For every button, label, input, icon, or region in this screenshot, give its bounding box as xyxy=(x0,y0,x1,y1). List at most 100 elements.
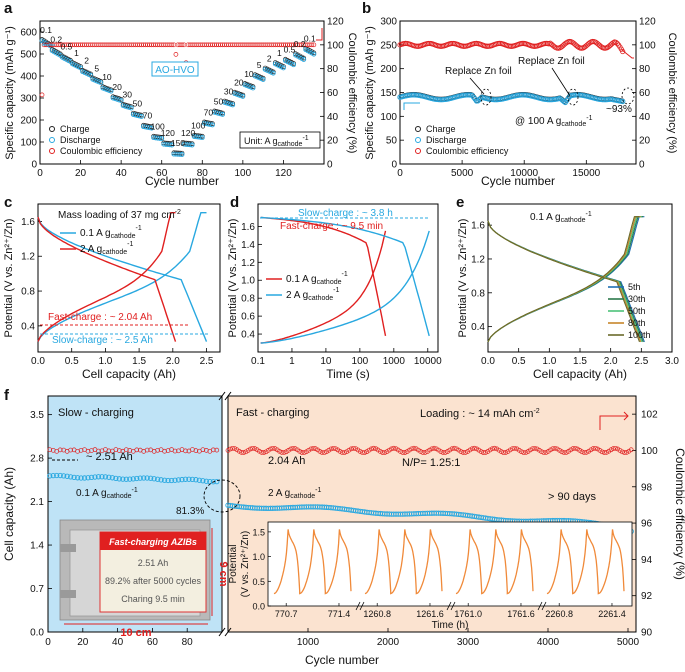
inset-y-tick-label: 0.5 xyxy=(252,577,265,587)
rate-label: 70 xyxy=(143,111,153,121)
slow-capacity-point xyxy=(120,476,126,482)
discharge-point xyxy=(179,152,185,157)
fast-ce-point xyxy=(299,450,305,455)
fast-ce-point xyxy=(541,450,547,455)
inset-ticks: 0.0 0.5 1.0 1.5 770.7 771.4 1260.8 1261.6 1761.0… xyxy=(252,527,625,619)
panel-a-annotation-box xyxy=(151,61,199,77)
panel-e-legend: 5th 30th 50th 80th 100th xyxy=(608,282,651,340)
fast-ce-point xyxy=(501,450,506,455)
panel-b-annotation-replace-2: Replace Zn foil xyxy=(518,56,585,67)
panel-e-curves xyxy=(487,216,645,343)
legend-label: 5th xyxy=(628,282,641,292)
discharge-point xyxy=(220,111,226,117)
x-tick-label: 10000 xyxy=(510,168,538,179)
y-tick-label: 300 xyxy=(20,94,37,105)
slow-capacity-point xyxy=(78,475,84,481)
fast-ce-point xyxy=(313,446,318,452)
discharge-point xyxy=(189,142,195,148)
slow-ce-point xyxy=(123,447,129,453)
y2-tick-label: 120 xyxy=(327,17,344,28)
photo-width-label: 10 cm xyxy=(120,627,151,639)
fast-ce-point xyxy=(548,447,553,453)
fast-ce-point xyxy=(613,445,618,451)
x-tick-label: 10 xyxy=(320,356,332,367)
y-tick-label: 0.6 xyxy=(241,312,255,323)
inset-break xyxy=(355,601,361,611)
fast-ce-point xyxy=(550,446,556,452)
panel-a-ticks: 0 20 40 60 80 100 1200100200300400500600020406… xyxy=(20,17,344,180)
slow-capacity-point xyxy=(168,477,175,484)
panel-f-ce-arrowhead xyxy=(620,411,629,421)
inset-curves xyxy=(273,529,625,595)
y-tick-label: 0.8 xyxy=(241,294,255,305)
panel-a-y2label: Coulombic efficiency (%) xyxy=(346,33,358,154)
legend-marker xyxy=(49,137,55,143)
rate-label: 2 xyxy=(267,53,272,63)
slow-capacity-point xyxy=(151,476,157,482)
x-tick-label: 0.5 xyxy=(512,356,526,367)
fast-ce-point xyxy=(398,449,403,454)
slow-ce-point xyxy=(214,447,220,453)
discharge-point xyxy=(118,98,124,104)
inset-y-tick-label: 1.5 xyxy=(252,527,265,537)
y-tick-label: 0.0 xyxy=(30,628,44,639)
slow-capacity-point xyxy=(95,474,102,480)
ce-point xyxy=(173,52,179,57)
charge-curve xyxy=(37,211,207,342)
inset-y-tick-label: 0.0 xyxy=(252,602,265,612)
y2-tick-label: 0 xyxy=(327,160,333,171)
panel-b-ce-arrow xyxy=(621,49,634,59)
panel-f-letter: f xyxy=(4,387,10,404)
y2-tick-label: 120 xyxy=(639,17,656,28)
fast-ce-point xyxy=(431,445,437,451)
fast-ce-point xyxy=(369,446,374,452)
fast-ce-point xyxy=(380,450,385,455)
legend-label: 0.1 A gcathode-1 xyxy=(80,225,142,240)
ce-point xyxy=(311,42,317,48)
x-tick-label: 10000 xyxy=(414,356,442,367)
fast-ce-point xyxy=(559,449,565,455)
fast-ce-point xyxy=(310,445,316,451)
rate-label: 0.1 xyxy=(40,25,52,35)
inset-ylabel: Potential xyxy=(228,545,239,584)
slow-capacity-point xyxy=(88,474,95,481)
panel-b-arrow-2 xyxy=(551,67,571,97)
fast-ce-point xyxy=(261,450,267,455)
panel-c-letter: c xyxy=(4,194,12,211)
slow-ce-point xyxy=(96,448,101,454)
y-tick-label: 500 xyxy=(20,50,37,61)
panel-a-letter: a xyxy=(4,0,13,17)
fast-ce-point xyxy=(232,446,238,451)
ce-point xyxy=(620,48,626,55)
fast-ce-point xyxy=(481,450,486,455)
fast-ce-point xyxy=(442,450,448,455)
rate-label: 120 xyxy=(161,128,175,138)
slow-capacity-point xyxy=(144,475,150,481)
ce-point xyxy=(614,40,620,47)
discharge-point xyxy=(311,51,317,57)
slow-ce-point xyxy=(210,447,216,453)
fast-ce-point xyxy=(561,450,567,455)
y-tick-label: 100 xyxy=(20,138,37,149)
x-tick-label: 5000 xyxy=(451,168,474,179)
rate-label: 30 xyxy=(122,90,132,100)
y-tick-label: 0.7 xyxy=(30,584,44,595)
slow-capacity-point xyxy=(148,475,154,481)
y-tick-label: 50 xyxy=(386,136,398,147)
fast-ce-point xyxy=(512,445,518,451)
y-tick-label: 0.8 xyxy=(471,288,485,299)
x-tick-label: 0.5 xyxy=(65,356,79,367)
y-tick-label: 3.5 xyxy=(30,410,44,421)
y-tick-label: 100 xyxy=(380,112,397,123)
inset-voltage-curve xyxy=(546,529,625,595)
fast-ce-point xyxy=(373,446,379,452)
inset-x-tick-label: 1761.6 xyxy=(507,609,535,619)
panel-e-letter: e xyxy=(456,194,464,211)
fast-ce-point xyxy=(543,450,549,455)
fast-ce-point xyxy=(588,447,594,453)
fast-ce-point xyxy=(510,446,515,452)
panel-f-annotation-slow-rate: 0.1 A gcathode-1 xyxy=(76,487,138,500)
fast-ce-point xyxy=(339,450,345,455)
